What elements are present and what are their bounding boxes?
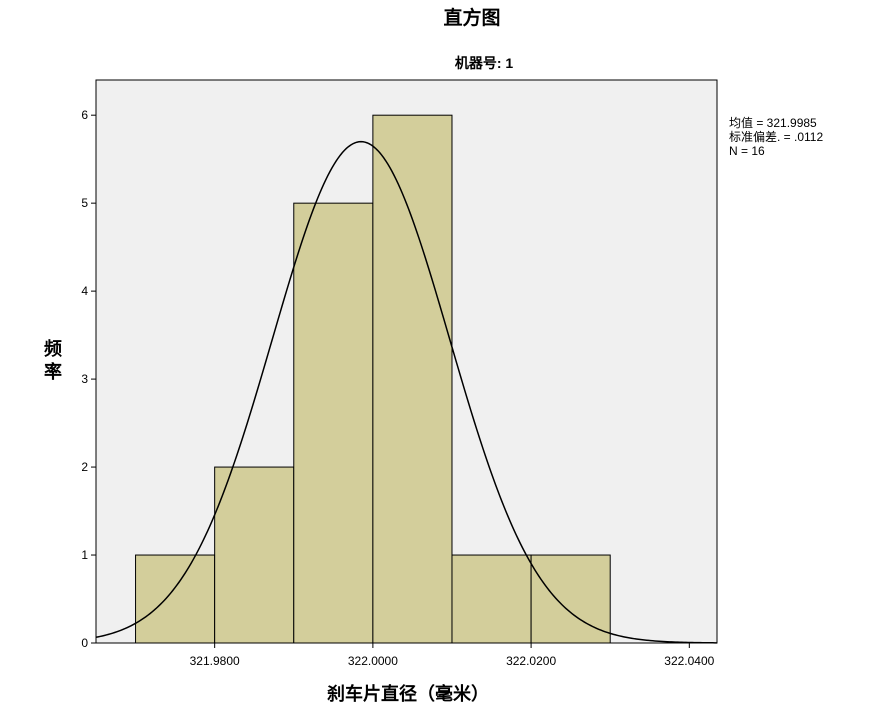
normal-curve [95, 140, 718, 644]
y-axis: 0 1 2 3 4 5 6 [81, 108, 96, 650]
histogram-bar [214, 466, 295, 644]
histogram-bars [135, 114, 611, 644]
x-tick-label: 321.9800 [190, 654, 240, 668]
y-axis-label: 频 率 [44, 338, 62, 383]
histogram-bar [372, 114, 453, 644]
histogram-bar [135, 554, 216, 644]
x-axis-label: 刹车片直径（毫米） [327, 683, 489, 705]
y-axis-label-char-1: 频 [44, 338, 62, 360]
y-tick-label: 6 [81, 108, 88, 122]
x-tick-label: 322.0200 [506, 654, 556, 668]
y-tick-label: 4 [81, 284, 88, 298]
y-tick-label: 2 [81, 460, 88, 474]
y-tick-label: 3 [81, 372, 88, 386]
x-tick-label: 322.0400 [664, 654, 714, 668]
chart-title: 直方图 [443, 6, 500, 29]
histogram-bar [293, 202, 374, 644]
y-tick-label: 1 [81, 548, 88, 562]
stats-std-dev: 标准偏差. = .0112 [729, 129, 823, 144]
x-tick-label: 322.0000 [348, 654, 398, 668]
chart-subtitle: 机器号: 1 [455, 55, 514, 71]
y-axis-label-char-2: 率 [44, 361, 62, 383]
y-tick-label: 5 [81, 196, 88, 210]
x-axis: 321.9800 322.0000 322.0200 322.0400 [190, 643, 715, 668]
stats-n: N = 16 [729, 144, 765, 158]
stats-mean: 均值 = 321.9985 [729, 115, 817, 130]
stats-legend: 均值 = 321.9985 标准偏差. = .0112 N = 16 [729, 115, 823, 158]
y-tick-label: 0 [81, 636, 88, 650]
histogram-bar [451, 554, 532, 644]
